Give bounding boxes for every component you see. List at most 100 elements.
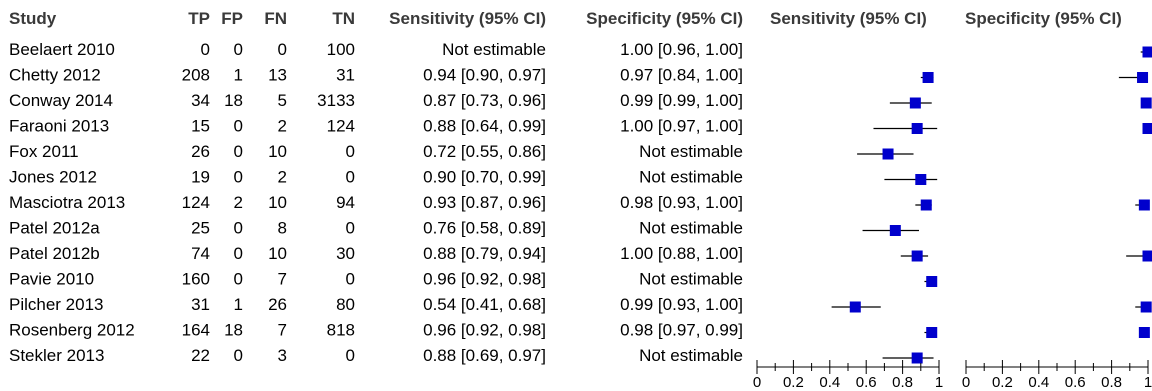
fn-value: 10 <box>268 193 287 212</box>
sensitivity-ci: 0.93 [0.87, 0.96] <box>423 193 546 212</box>
specificity-ci: 1.00 [0.96, 1.00] <box>620 40 743 59</box>
x-tick-label: 0.8 <box>1101 374 1122 391</box>
fp-value: 0 <box>234 40 243 59</box>
tp-value: 160 <box>182 270 210 289</box>
table-row: Fox 2011 26 0 10 0 0.72 [0.55, 0.86] Not estim… <box>9 142 743 161</box>
table-row: Stekler 2013 22 0 3 0 0.88 [0.69, 0.97] Not es… <box>9 346 743 365</box>
tn-value: 31 <box>336 66 355 85</box>
tn-value: 0 <box>346 219 355 238</box>
fn-value: 7 <box>278 321 287 340</box>
fn-value: 7 <box>278 270 287 289</box>
table-row: Beelaert 2010 0 0 0 100 Not estimable 1.00 [0.… <box>9 40 743 59</box>
specificity-ci: 0.99 [0.99, 1.00] <box>620 91 743 110</box>
header-tp: TP <box>188 9 210 28</box>
point-estimate-marker <box>911 250 923 262</box>
table-row: Masciotra 2013 124 2 10 94 0.93 [0.87, 0.96] 0… <box>9 193 743 212</box>
tn-value: 0 <box>346 168 355 187</box>
sensitivity-ci: 0.96 [0.92, 0.98] <box>423 321 546 340</box>
fn-value: 10 <box>268 244 287 263</box>
tn-value: 124 <box>327 117 355 136</box>
tp-value: 164 <box>182 321 210 340</box>
sensitivity-ci: 0.88 [0.64, 0.99] <box>423 117 546 136</box>
point-estimate-marker <box>849 301 861 313</box>
point-estimate-marker <box>1142 250 1152 262</box>
x-tick-label: 0.4 <box>819 374 840 391</box>
tp-value: 22 <box>191 346 210 365</box>
sensitivity-ci: 0.76 [0.58, 0.89] <box>423 219 546 238</box>
point-estimate-marker <box>911 352 923 364</box>
point-estimate-marker <box>1140 97 1152 109</box>
sensitivity-ci: 0.90 [0.70, 0.99] <box>423 168 546 187</box>
study-table: Beelaert 2010 0 0 0 100 Not estimable 1.00 [0.… <box>9 40 743 365</box>
tn-value: 0 <box>346 142 355 161</box>
fn-value: 0 <box>278 40 287 59</box>
x-tick-label: 0.2 <box>992 374 1013 391</box>
tn-value: 100 <box>327 40 355 59</box>
study-name: Masciotra 2013 <box>9 193 125 212</box>
point-estimate-marker <box>911 123 923 134</box>
specificity-ci: 0.98 [0.97, 0.99] <box>620 321 743 340</box>
sensitivity-ci: 0.88 [0.79, 0.94] <box>423 244 546 263</box>
specificity-ci: 1.00 [0.97, 1.00] <box>620 117 743 136</box>
point-estimate-marker <box>909 97 921 109</box>
table-row: Pavie 2010 160 0 7 0 0.96 [0.92, 0.98] Not est… <box>9 270 743 289</box>
header-specificity: Specificity (95% CI) <box>586 9 743 28</box>
header-specificity-plot: Specificity (95% CI) <box>965 9 1122 28</box>
tp-value: 0 <box>201 40 210 59</box>
study-name: Pilcher 2013 <box>9 295 104 314</box>
point-estimate-marker <box>1138 327 1150 338</box>
fn-value: 26 <box>268 295 287 314</box>
specificity-ci: Not estimable <box>639 168 743 187</box>
table-row: Faraoni 2013 15 0 2 124 0.88 [0.64, 0.99] 1.00… <box>9 117 743 136</box>
table-row: Patel 2012a 25 0 8 0 0.76 [0.58, 0.89] Not est… <box>9 219 743 238</box>
tp-value: 74 <box>191 244 210 263</box>
fp-value: 0 <box>234 168 243 187</box>
fp-value: 0 <box>234 219 243 238</box>
header-sensitivity-plot: Sensitivity (95% CI) <box>770 9 927 28</box>
fp-value: 0 <box>234 117 243 136</box>
tp-value: 208 <box>182 66 210 85</box>
x-tick-label: 0.6 <box>856 374 877 391</box>
tp-value: 25 <box>191 219 210 238</box>
specificity-ci: 1.00 [0.88, 1.00] <box>620 244 743 263</box>
study-name: Patel 2012b <box>9 244 100 263</box>
sensitivity-ci: 0.96 [0.92, 0.98] <box>423 270 546 289</box>
specificity-ci: Not estimable <box>639 219 743 238</box>
fp-value: 0 <box>234 270 243 289</box>
fn-value: 10 <box>268 142 287 161</box>
study-name: Conway 2014 <box>9 91 113 110</box>
study-name: Chetty 2012 <box>9 66 101 85</box>
header-fp: FP <box>221 9 243 28</box>
fn-value: 5 <box>278 91 287 110</box>
point-estimate-marker <box>1137 72 1149 83</box>
point-estimate-marker <box>889 225 901 236</box>
study-name: Patel 2012a <box>9 219 100 238</box>
fp-value: 0 <box>234 244 243 263</box>
table-row: Jones 2012 19 0 2 0 0.90 [0.70, 0.99] Not esti… <box>9 168 743 187</box>
fn-value: 2 <box>278 117 287 136</box>
fn-value: 2 <box>278 168 287 187</box>
tp-value: 124 <box>182 193 210 212</box>
study-name: Pavie 2010 <box>9 270 94 289</box>
point-estimate-marker <box>926 276 938 287</box>
specificity-ci: Not estimable <box>639 142 743 161</box>
tn-value: 818 <box>327 321 355 340</box>
study-name: Stekler 2013 <box>9 346 104 365</box>
sensitivity-ci: 0.72 [0.55, 0.86] <box>423 142 546 161</box>
table-row: Rosenberg 2012 164 18 7 818 0.96 [0.92, 0.98]… <box>9 321 743 340</box>
study-name: Jones 2012 <box>9 168 97 187</box>
header-row: Study TP FP FN TN Sensitivity (95% CI) S… <box>9 9 1122 28</box>
study-name: Rosenberg 2012 <box>9 321 135 340</box>
specificity-ci: 0.98 [0.93, 1.00] <box>620 193 743 212</box>
tp-value: 26 <box>191 142 210 161</box>
header-study: Study <box>9 9 57 28</box>
header-tn: TN <box>332 9 355 28</box>
x-tick-label: 0.2 <box>783 374 804 391</box>
study-name: Fox 2011 <box>9 142 79 161</box>
fn-value: 8 <box>278 219 287 238</box>
fp-value: 0 <box>234 346 243 365</box>
specificity-forest-plot: 0 0.2 0.4 0.6 0.8 1 <box>962 46 1152 391</box>
x-tick-label: 0.4 <box>1028 374 1049 391</box>
fp-value: 18 <box>224 321 243 340</box>
